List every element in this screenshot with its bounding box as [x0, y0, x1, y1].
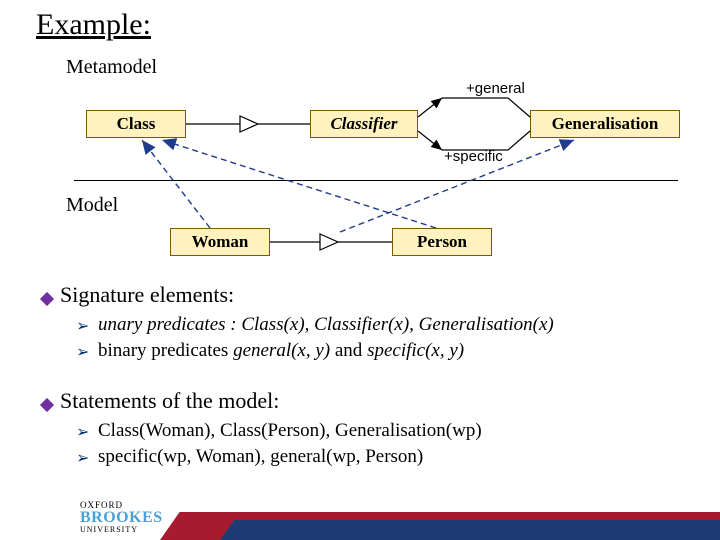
- chevron-bullet-icon: ➢: [76, 342, 90, 362]
- signature-item: ➢ binary predicates general(x, y) and sp…: [76, 340, 682, 362]
- signature-item: ➢ unary predicates : Class(x), Classifie…: [76, 314, 682, 336]
- metamodel-classifier-box: Classifier: [310, 110, 418, 138]
- university-logo: OXFORD BROOKES UNIVERSITY: [80, 501, 163, 534]
- chevron-bullet-icon: ➢: [76, 422, 90, 442]
- metamodel-class-box: Class: [86, 110, 186, 138]
- model-woman-box: Woman: [170, 228, 270, 256]
- model-person-label: Person: [417, 232, 467, 252]
- assoc-specific-label: +specific: [444, 148, 503, 165]
- metamodel-class-label: Class: [117, 114, 156, 134]
- statements-block: Statements of the model: ➢ Class(Woman),…: [42, 388, 682, 468]
- section-metamodel-label: Metamodel: [66, 56, 157, 79]
- statements-item: ➢ Class(Woman), Class(Person), Generalis…: [76, 420, 682, 442]
- model-woman-label: Woman: [192, 232, 249, 252]
- chevron-bullet-icon: ➢: [76, 316, 90, 336]
- statements-item: ➢ specific(wp, Woman), general(wp, Perso…: [76, 446, 682, 468]
- statements-title-row: Statements of the model:: [42, 388, 682, 414]
- section-model-label: Model: [66, 194, 118, 217]
- logo-line2: BROOKES: [80, 510, 163, 526]
- diamond-bullet-icon: [40, 398, 54, 412]
- signature-item-text: binary predicates general(x, y) and spec…: [98, 340, 464, 362]
- assoc-general-label: +general: [466, 80, 525, 97]
- diamond-bullet-icon: [40, 292, 54, 306]
- metamodel-classifier-label: Classifier: [330, 114, 397, 134]
- signature-title-row: Signature elements:: [42, 282, 682, 308]
- statements-item-text: specific(wp, Woman), general(wp, Person): [98, 446, 423, 468]
- signature-block: Signature elements: ➢ unary predicates :…: [42, 282, 682, 362]
- section-divider: [74, 180, 678, 181]
- logo-line3: UNIVERSITY: [80, 526, 163, 534]
- statements-title: Statements of the model:: [60, 388, 279, 414]
- metamodel-generalisation-label: Generalisation: [552, 114, 659, 134]
- signature-item-text: unary predicates : Class(x), Classifier(…: [98, 314, 554, 336]
- metamodel-generalisation-box: Generalisation: [530, 110, 680, 138]
- model-person-box: Person: [392, 228, 492, 256]
- chevron-bullet-icon: ➢: [76, 448, 90, 468]
- signature-title: Signature elements:: [60, 282, 234, 308]
- slide-title: Example:: [36, 8, 151, 42]
- footer-accent-blue: [220, 520, 720, 540]
- statements-item-text: Class(Woman), Class(Person), Generalisat…: [98, 420, 482, 442]
